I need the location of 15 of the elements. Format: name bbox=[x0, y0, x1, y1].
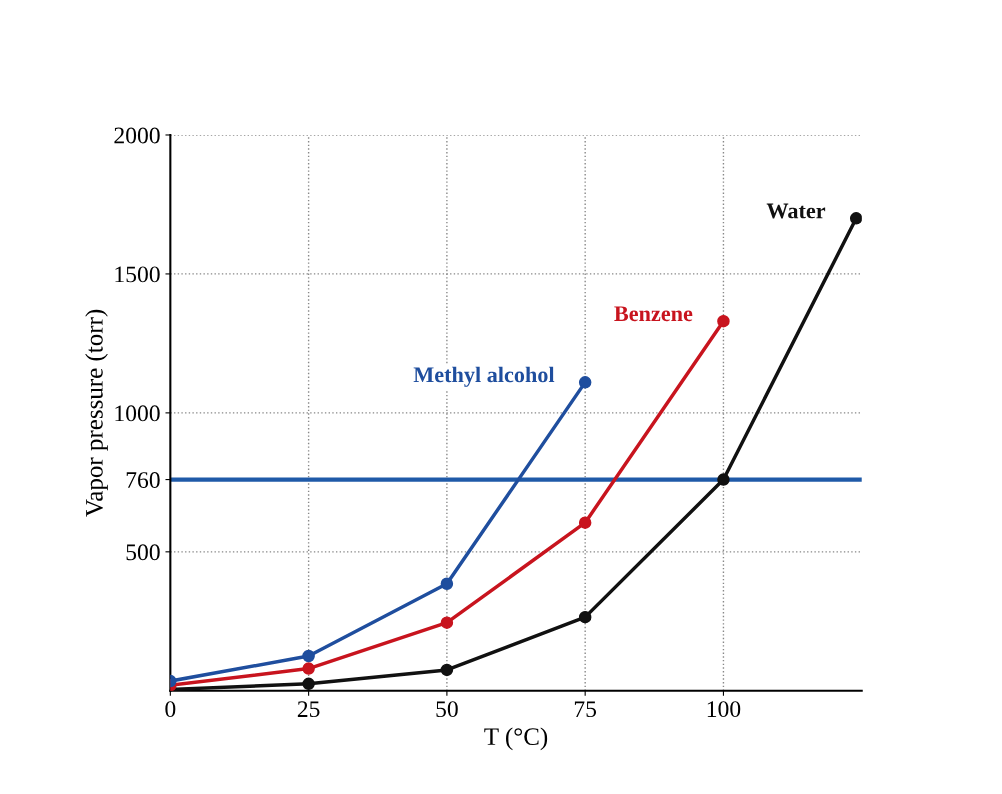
y-tick-label: 2000 bbox=[114, 127, 160, 144]
y-tick-label: 500 bbox=[126, 544, 160, 561]
x-tick-label: 25 bbox=[297, 701, 320, 718]
y-tick-label: 760 bbox=[126, 472, 160, 488]
y-tick-label: 1000 bbox=[115, 405, 160, 422]
x-tick-label: 50 bbox=[436, 701, 458, 718]
series-label: Benzene bbox=[614, 306, 693, 322]
series-label: Methyl alcohol bbox=[413, 366, 555, 387]
x-tick-label: 75 bbox=[574, 701, 597, 718]
series-label: Water bbox=[766, 203, 826, 219]
x-axis-title: T (°C) bbox=[484, 727, 548, 751]
x-tick-label: 0 bbox=[165, 701, 176, 718]
y-axis-title: Vapor pressure (torr) bbox=[85, 309, 108, 517]
x-tick-label: 100 bbox=[707, 701, 741, 718]
y-tick-label: 1500 bbox=[115, 266, 160, 283]
